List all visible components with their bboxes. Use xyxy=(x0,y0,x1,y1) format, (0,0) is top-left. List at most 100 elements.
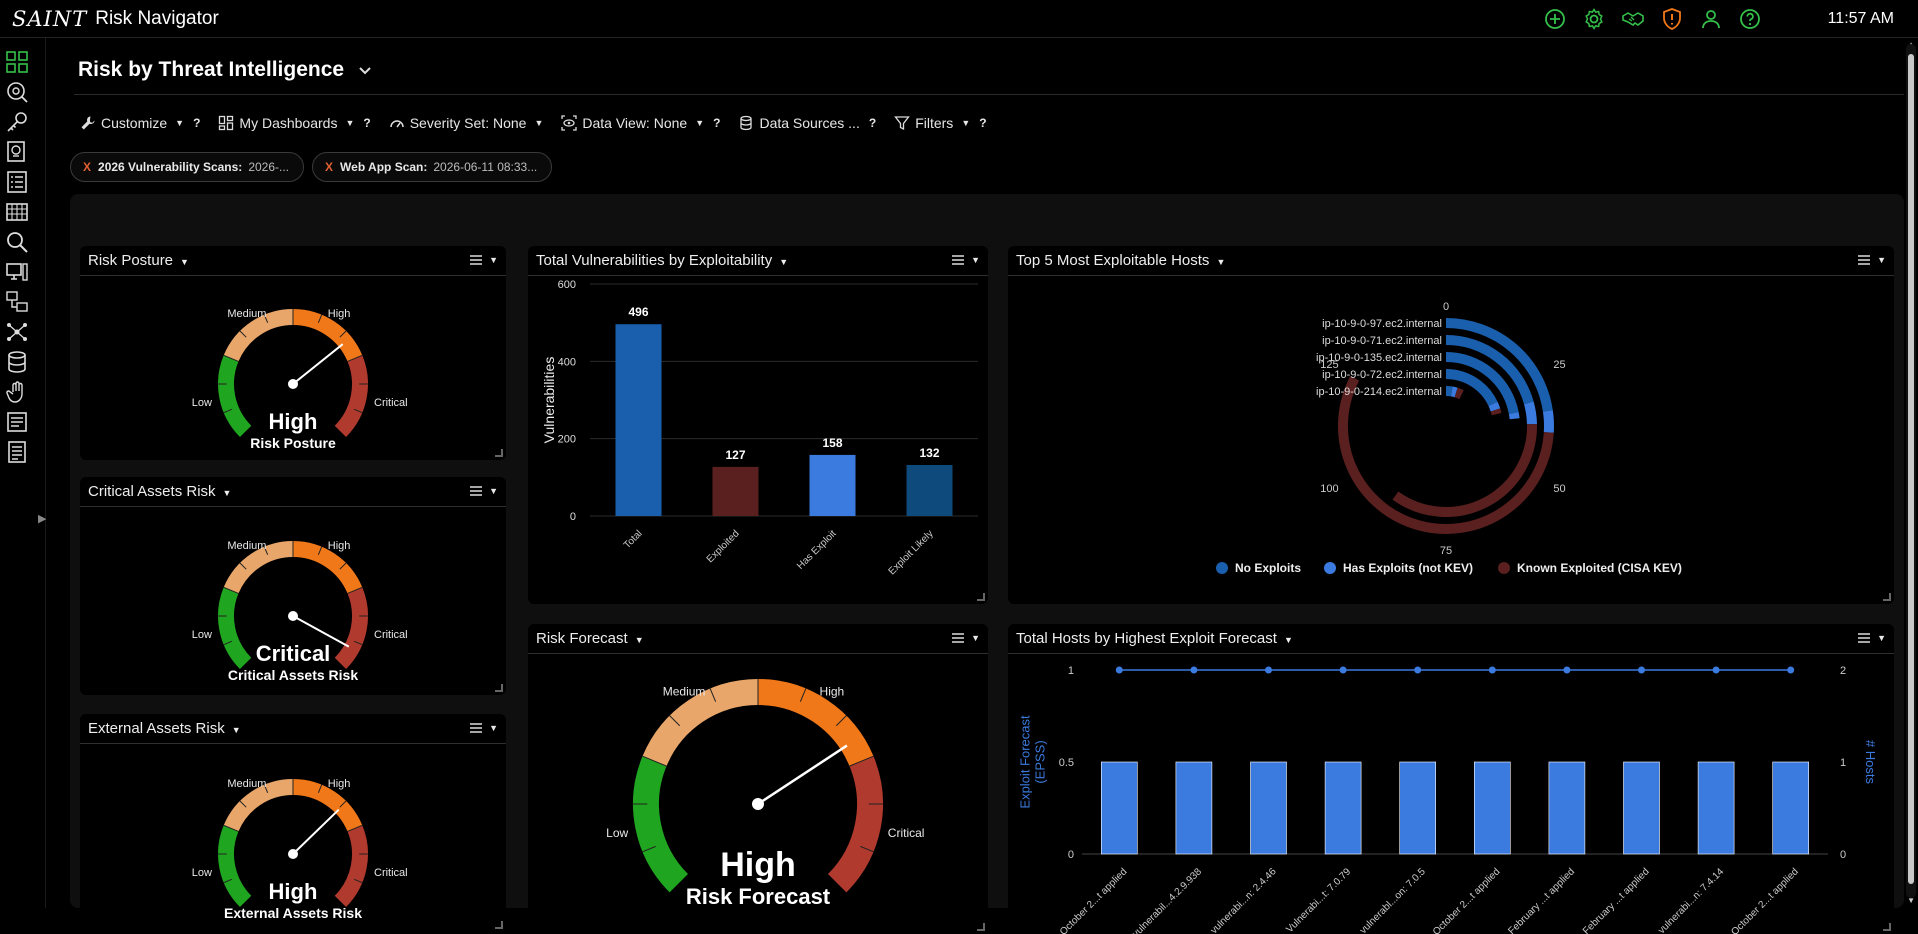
monitor-icon[interactable] xyxy=(5,260,29,284)
resize-handle[interactable] xyxy=(1883,593,1891,601)
key-icon[interactable] xyxy=(5,110,29,134)
my-dashboards-help[interactable]: ? xyxy=(363,116,370,130)
gear-icon[interactable] xyxy=(1582,7,1606,31)
panel-menu[interactable]: ▼ xyxy=(469,253,498,267)
panel-title[interactable]: Risk Forecast▼ xyxy=(536,630,644,647)
sidebar: ▶ xyxy=(0,38,46,908)
page-title[interactable]: Risk by Threat Intelligence xyxy=(78,58,372,82)
report-icon[interactable] xyxy=(5,410,29,434)
resize-handle[interactable] xyxy=(495,684,503,692)
panel-title[interactable]: Critical Assets Risk ▼ xyxy=(88,483,231,500)
panel-menu[interactable]: ▼ xyxy=(951,631,980,645)
y2-tick-label: 2 xyxy=(1840,665,1846,677)
chip-value: 2026-... xyxy=(248,160,289,174)
resize-handle[interactable] xyxy=(495,921,503,929)
gauge-medium-segment xyxy=(231,549,293,590)
y-axis-label: Vulnerabilities xyxy=(541,357,557,444)
dashboard-grid-icon[interactable] xyxy=(5,50,29,74)
filters-help[interactable]: ? xyxy=(979,116,986,130)
hamburger-menu-icon[interactable] xyxy=(951,631,965,645)
data-view-help[interactable]: ? xyxy=(713,116,720,130)
legend-marker xyxy=(1216,562,1228,574)
caret-down-icon: ▼ xyxy=(223,488,232,498)
filter-chip[interactable]: X 2026 Vulnerability Scans: 2026-... xyxy=(70,152,304,182)
document-icon[interactable] xyxy=(5,440,29,464)
resize-handle[interactable] xyxy=(977,923,985,931)
user-icon[interactable] xyxy=(1699,7,1723,31)
hamburger-menu-icon[interactable] xyxy=(1857,631,1871,645)
hand-icon[interactable] xyxy=(5,380,29,404)
panel-title[interactable]: Total Hosts by Highest Exploit Forecast▼ xyxy=(1016,630,1293,647)
line-point xyxy=(1116,667,1123,674)
caret-down-icon: ▼ xyxy=(534,118,543,128)
x-tick-label: vulnerabil...4.2.9.938 xyxy=(1131,866,1205,934)
database-icon xyxy=(738,115,754,131)
panel-title[interactable]: Top 5 Most Exploitable Hosts▼ xyxy=(1016,252,1225,269)
hamburger-menu-icon[interactable] xyxy=(469,721,483,735)
certificate-icon[interactable] xyxy=(5,140,29,164)
page-scrollbar[interactable] xyxy=(1906,44,1916,898)
x-tick-label: Exploit Likely xyxy=(887,528,936,577)
database-icon[interactable] xyxy=(5,350,29,374)
handshake-icon[interactable] xyxy=(1621,7,1645,31)
customize-button[interactable]: Customize ▼ ? xyxy=(80,115,200,131)
data-view-button[interactable]: Data View: None ▼ ? xyxy=(561,115,720,131)
bar xyxy=(1474,762,1510,854)
data-sources-help[interactable]: ? xyxy=(869,116,876,130)
radial-bar-segment xyxy=(1548,411,1549,433)
remove-filter-icon[interactable]: X xyxy=(83,160,91,174)
hamburger-menu-icon[interactable] xyxy=(469,253,483,267)
panel-title[interactable]: External Assets Risk▼ xyxy=(88,720,241,737)
remove-filter-icon[interactable]: X xyxy=(325,160,333,174)
panel-menu[interactable]: ▼ xyxy=(951,253,980,267)
data-label: 158 xyxy=(822,436,842,450)
hamburger-menu-icon[interactable] xyxy=(1857,253,1871,267)
hamburger-menu-icon[interactable] xyxy=(951,253,965,267)
gauge-low-segment xyxy=(646,761,679,883)
magnifier-icon[interactable] xyxy=(5,230,29,254)
top-icons xyxy=(1543,7,1762,31)
gauge-label-critical: Critical xyxy=(888,826,925,840)
clock: 11:57 AM xyxy=(1828,10,1894,28)
scan-search-icon[interactable] xyxy=(5,80,29,104)
app-title: Risk Navigator xyxy=(95,8,219,30)
panel-menu[interactable]: ▼ xyxy=(1857,253,1886,267)
chevron-down-icon[interactable] xyxy=(358,66,372,76)
radial-bar-segment xyxy=(1495,410,1496,414)
panel-title[interactable]: Risk Posture▼ xyxy=(88,252,189,269)
checklist-icon[interactable] xyxy=(5,170,29,194)
resize-handle[interactable] xyxy=(1883,923,1891,931)
customize-help[interactable]: ? xyxy=(193,116,200,130)
topology-icon[interactable] xyxy=(5,320,29,344)
shield-alert-icon[interactable] xyxy=(1660,7,1684,31)
bar xyxy=(1176,762,1212,854)
gauge-high-segment xyxy=(758,692,861,761)
brand[interactable]: SAINT Risk Navigator xyxy=(12,6,219,32)
line-point xyxy=(1190,667,1197,674)
y-tick-label: 600 xyxy=(558,279,576,291)
panel-title-text: Critical Assets Risk xyxy=(88,483,216,500)
severity-set-button[interactable]: Severity Set: None ▼ xyxy=(389,115,544,131)
filters-button[interactable]: Filters ▼ ? xyxy=(894,115,986,131)
gauge-label-low: Low xyxy=(192,629,212,641)
plus-circle-icon[interactable] xyxy=(1543,7,1567,31)
angular-tick-label: 50 xyxy=(1553,483,1565,495)
help-circle-icon[interactable] xyxy=(1738,7,1762,31)
network-monitors-icon[interactable] xyxy=(5,290,29,314)
calendar-grid-icon[interactable] xyxy=(5,200,29,224)
filter-chip[interactable]: X Web App Scan: 2026-06-11 08:33... xyxy=(312,152,552,182)
panel-title[interactable]: Total Vulnerabilities by Exploitability▼ xyxy=(536,252,788,269)
panel-menu[interactable]: ▼ xyxy=(1857,631,1886,645)
hamburger-menu-icon[interactable] xyxy=(469,484,483,498)
my-dashboards-button[interactable]: My Dashboards ▼ ? xyxy=(218,115,370,131)
sidebar-expand-icon[interactable]: ▶ xyxy=(38,512,46,525)
panel-menu[interactable]: ▼ xyxy=(469,484,498,498)
resize-handle[interactable] xyxy=(495,449,503,457)
scroll-down-icon[interactable]: ▼ xyxy=(1907,896,1915,905)
data-sources-button[interactable]: Data Sources ... ? xyxy=(738,115,876,131)
scrollbar-thumb[interactable] xyxy=(1908,54,1914,884)
panel-menu[interactable]: ▼ xyxy=(469,721,498,735)
resize-handle[interactable] xyxy=(977,593,985,601)
